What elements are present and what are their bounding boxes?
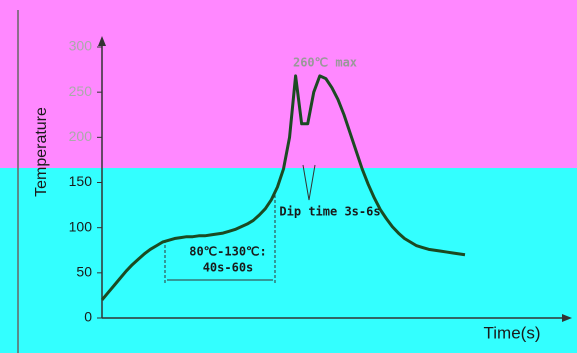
y-tick-label: 300 xyxy=(69,38,93,54)
annotation: 260℃ max xyxy=(293,56,357,70)
x-axis-arrow xyxy=(562,314,572,322)
y-tick-label: 200 xyxy=(69,128,93,144)
y-tick-label: 100 xyxy=(69,218,93,234)
background-bottom xyxy=(0,168,577,353)
dip-marker xyxy=(302,164,316,201)
line xyxy=(100,74,466,301)
y-tick-label: 0 xyxy=(84,309,92,325)
x-axis-label: Time(s) xyxy=(484,323,541,342)
y-tick-label: 150 xyxy=(69,173,93,189)
y-tick-label: 50 xyxy=(76,264,92,280)
annotation: 40s-60s xyxy=(203,261,254,275)
y-tick-label: 250 xyxy=(69,83,93,99)
y-axis-label: Temperature xyxy=(33,107,50,197)
annotation: 80℃-130℃: xyxy=(189,245,267,259)
y-axis-arrow xyxy=(98,36,106,46)
annotation: Dip time 3s-6s xyxy=(279,205,380,219)
